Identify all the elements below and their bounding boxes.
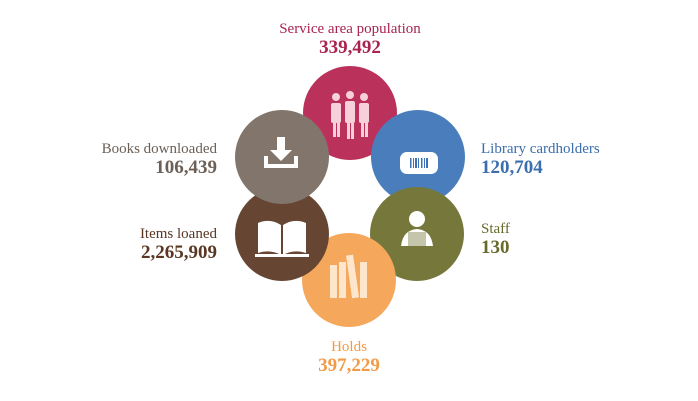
label: Staff — [481, 221, 510, 237]
value: 339,492 — [319, 37, 381, 58]
labels: Service area population 339,492 Library … — [102, 21, 600, 376]
circle-loaned — [235, 187, 329, 281]
value: 106,439 — [155, 157, 217, 178]
value: 2,265,909 — [141, 242, 217, 263]
label: Items loaned — [140, 226, 218, 242]
icon-people — [331, 91, 369, 139]
icons — [255, 91, 438, 299]
value: 120,704 — [481, 157, 543, 178]
icon-open-book — [255, 220, 309, 257]
circle-holds — [302, 233, 396, 327]
value: 397,229 — [318, 355, 380, 376]
icon-card — [400, 152, 438, 174]
icon-staff — [401, 211, 433, 246]
label: Service area population — [279, 21, 421, 37]
label: Holds — [331, 339, 367, 355]
icon-books — [330, 254, 367, 299]
label: Books downloaded — [102, 141, 218, 157]
icon-download — [264, 137, 298, 168]
value: 130 — [481, 237, 510, 258]
label: Library cardholders — [481, 141, 600, 157]
